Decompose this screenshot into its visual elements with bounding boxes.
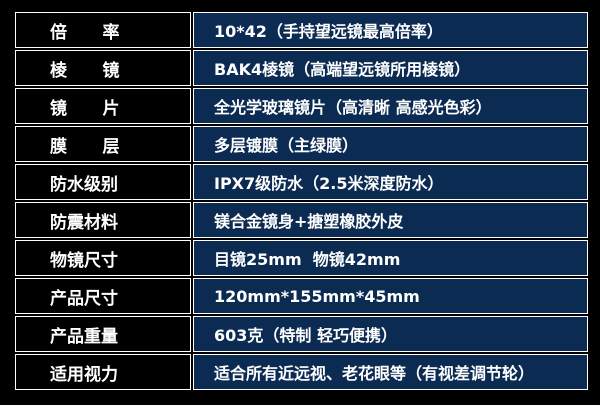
spec-row: 适用视力 适合所有近远视、老花眼等（有视差调节轮） — [15, 354, 588, 390]
spec-value: 多层镀膜（主绿膜） — [193, 126, 588, 162]
spec-label: 防水级别 — [15, 164, 191, 200]
spec-value: BAK4棱镜（高端望远镜所用棱镜） — [193, 50, 588, 86]
spec-value: 120mm*155mm*45mm — [193, 278, 588, 314]
spec-label: 棱 镜 — [15, 50, 191, 86]
spec-value: IPX7级防水（2.5米深度防水） — [193, 164, 588, 200]
spec-row: 防震材料 镁合金镜身+搪塑橡胶外皮 — [15, 202, 588, 238]
spec-label: 膜 层 — [15, 126, 191, 162]
spec-value: 603克（特制 轻巧便携） — [193, 316, 588, 352]
spec-row: 产品重量 603克（特制 轻巧便携） — [15, 316, 588, 352]
spec-row: 倍 率 10*42（手持望远镜最高倍率） — [15, 12, 588, 48]
spec-label: 物镜尺寸 — [15, 240, 191, 276]
spec-table: 倍 率 10*42（手持望远镜最高倍率）棱 镜 BAK4棱镜（高端望远镜所用棱镜）镜… — [15, 12, 588, 392]
spec-value: 镁合金镜身+搪塑橡胶外皮 — [193, 202, 588, 238]
spec-label: 产品重量 — [15, 316, 191, 352]
spec-row: 防水级别 IPX7级防水（2.5米深度防水） — [15, 164, 588, 200]
spec-label: 防震材料 — [15, 202, 191, 238]
spec-value: 适合所有近远视、老花眼等（有视差调节轮） — [193, 354, 588, 390]
spec-label: 产品尺寸 — [15, 278, 191, 314]
spec-value: 10*42（手持望远镜最高倍率） — [193, 12, 588, 48]
spec-label: 适用视力 — [15, 354, 191, 390]
spec-value: 目镜25mm 物镜42mm — [193, 240, 588, 276]
spec-row: 物镜尺寸 目镜25mm 物镜42mm — [15, 240, 588, 276]
spec-row: 膜 层多层镀膜（主绿膜） — [15, 126, 588, 162]
spec-row: 棱 镜 BAK4棱镜（高端望远镜所用棱镜） — [15, 50, 588, 86]
spec-label: 镜 片 — [15, 88, 191, 124]
spec-row: 镜 片全光学玻璃镜片（高清晰 高感光色彩） — [15, 88, 588, 124]
spec-row: 产品尺寸 120mm*155mm*45mm — [15, 278, 588, 314]
spec-value: 全光学玻璃镜片（高清晰 高感光色彩） — [193, 88, 588, 124]
spec-label: 倍 率 — [15, 12, 191, 48]
